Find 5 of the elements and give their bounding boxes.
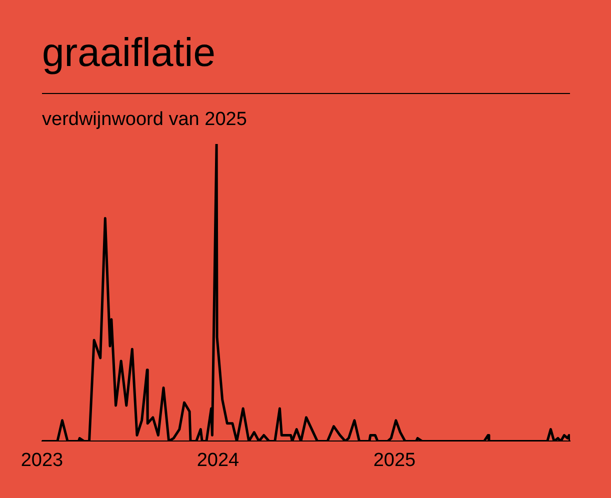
x-tick-label: 2024: [196, 450, 240, 471]
x-tick-label: 2025: [373, 450, 416, 471]
x-tick-label: 2023: [20, 450, 64, 471]
chart-title: graaiflatie: [42, 30, 216, 76]
chart-subtitle: verdwijnwoord van 2025: [42, 108, 247, 132]
